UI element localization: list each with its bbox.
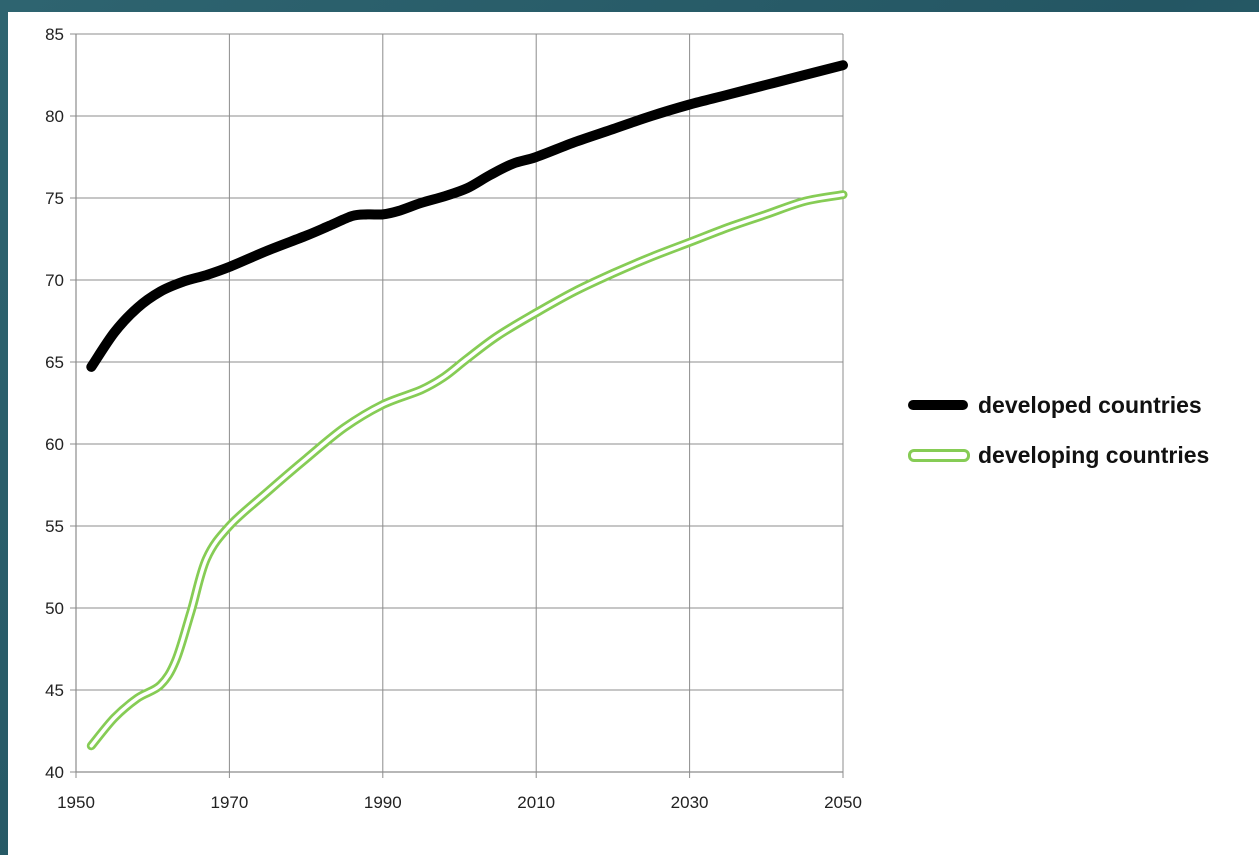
y-tick-label: 45 — [45, 681, 64, 700]
grid-lines — [75, 33, 844, 773]
y-tick-label: 55 — [45, 517, 64, 536]
legend-swatch-developing — [908, 448, 970, 462]
series-line-developed-countries — [86, 60, 848, 372]
x-tick-label: 1950 — [57, 793, 95, 812]
legend-label-developing: developing countries — [978, 441, 1210, 468]
series-lines — [86, 60, 848, 751]
tick-labels: 40 45 50 55 60 65 70 75 80 85 1950 1970 1990 2010 2030… — [45, 25, 862, 812]
x-tick-label: 1970 — [210, 793, 248, 812]
y-tick-label: 85 — [45, 25, 64, 44]
legend-swatch-developed — [908, 398, 968, 412]
x-tick-label: 1990 — [364, 793, 402, 812]
legend: developed countries developing countries — [908, 380, 1209, 480]
series-line-developing-countries-inner — [89, 192, 845, 748]
legend-item-developing: developing countries — [908, 430, 1209, 480]
legend-item-developed: developed countries — [908, 380, 1209, 430]
y-tick-label: 75 — [45, 189, 64, 208]
x-tick-label: 2050 — [824, 793, 862, 812]
line-chart: 40 45 50 55 60 65 70 75 80 85 1950 1970 1990 2010 2030… — [45, 25, 862, 812]
chart-panel: 40 45 50 55 60 65 70 75 80 85 1950 1970 1990 2010 2030… — [8, 12, 1259, 855]
x-tick-label: 2010 — [517, 793, 555, 812]
y-tick-label: 60 — [45, 435, 64, 454]
x-tick-label: 2030 — [671, 793, 709, 812]
y-tick-label: 50 — [45, 599, 64, 618]
y-tick-label: 40 — [45, 763, 64, 782]
y-tick-label: 80 — [45, 107, 64, 126]
y-tick-label: 70 — [45, 271, 64, 290]
y-tick-label: 65 — [45, 353, 64, 372]
axes — [70, 33, 844, 778]
legend-label-developed: developed countries — [978, 391, 1202, 418]
